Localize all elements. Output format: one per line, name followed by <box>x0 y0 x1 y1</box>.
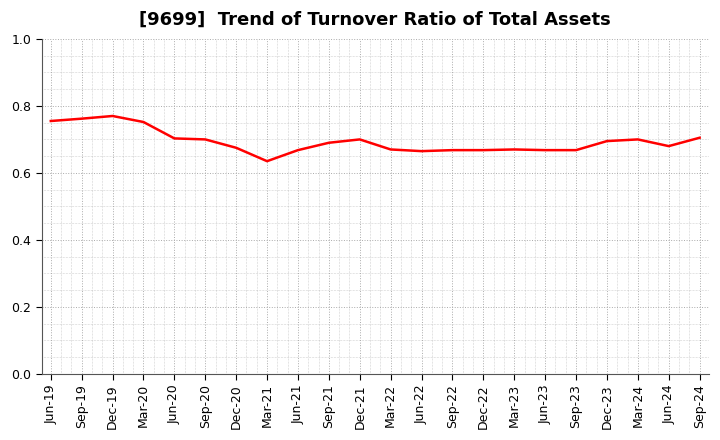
Title: [9699]  Trend of Turnover Ratio of Total Assets: [9699] Trend of Turnover Ratio of Total … <box>140 11 611 29</box>
